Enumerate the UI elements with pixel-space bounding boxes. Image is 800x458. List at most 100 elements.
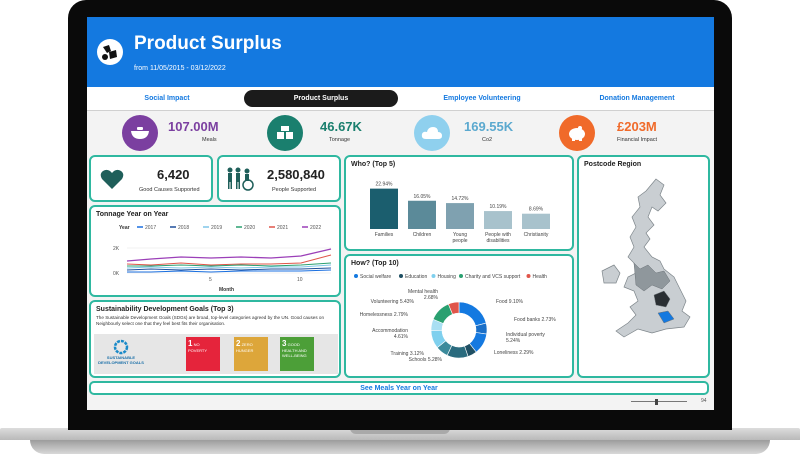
kpi-meals: 107.00M Meals (122, 113, 242, 153)
sdg-goal-1-num: 1 (188, 339, 193, 348)
tab-donation-management[interactable]: Donation Management (599, 95, 675, 102)
zoom-slider[interactable] (627, 399, 697, 405)
series-2022 (126, 248, 332, 262)
who-bar-value: 10.19% (490, 204, 508, 210)
who-bar[interactable] (408, 200, 436, 229)
how-legend-dot (526, 274, 531, 278)
kpi-co2-value: 169.55K (464, 119, 514, 134)
sdg-goal-3[interactable]: 3 GOOD HEALTH AND WELL-BEING (280, 337, 314, 371)
legend-label-2019[interactable]: 2019 (211, 225, 222, 231)
laptop-base-bottom (30, 440, 770, 454)
good-causes-label: Good Causes Supported (139, 187, 200, 193)
who-bar[interactable] (446, 203, 474, 229)
how-legend-label[interactable]: Charity and VCS support (465, 274, 521, 280)
who-bar-value: 14.72% (452, 196, 470, 202)
postcode-region-card: Postcode Region (577, 155, 710, 378)
date-range: from 11/05/2015 - 03/12/2022 (134, 65, 226, 72)
good-causes-card: 6,420 Good Causes Supported (89, 155, 213, 202)
sdg-goal-2[interactable]: 2 ZERO HUNGER (234, 337, 268, 371)
piggy-bank-icon (559, 115, 595, 151)
who-bar-category: Families (375, 232, 394, 238)
legend-label-2020[interactable]: 2020 (244, 225, 255, 231)
who-bar-category: People with disabilities (485, 232, 511, 244)
people-supported-label: People Supported (272, 187, 317, 193)
legend-label-2021[interactable]: 2021 (277, 225, 288, 231)
how-slice-label: Food 9.10% (496, 299, 524, 305)
legend-label-2017[interactable]: 2017 (145, 225, 156, 231)
kpi-financial-value: £203M (617, 119, 657, 134)
y-tick-0k: 0K (113, 271, 120, 277)
laptop-base-top (0, 428, 800, 440)
sdg-goal-1[interactable]: 1 NO POVERTY (186, 337, 220, 371)
how-slice-label: Loneliness 2.29% (494, 350, 534, 356)
how-legend-dot (431, 274, 436, 278)
cloud-icon (414, 115, 450, 151)
tab-product-surplus[interactable]: Product Surplus (244, 90, 398, 107)
legend-label-2022[interactable]: 2022 (310, 225, 321, 231)
kpi-tonnage-value: 46.67K (320, 119, 362, 134)
people-supported-card: 2,580,840 People Supported (217, 155, 341, 202)
how-slice-label: Accommodation 4.61% (372, 328, 408, 340)
good-causes-value: 6,420 (157, 167, 190, 182)
series-2020 (127, 262, 332, 267)
dashboard-screen: Product Surplus from 11/05/2015 - 03/12/… (87, 17, 714, 410)
sdg-banner: SUSTAINABLE DEVELOPMENT GOALS 1 NO POVER… (94, 334, 338, 374)
kpi-financial-impact: £203M Financial Impact (559, 113, 689, 153)
how-legend-label[interactable]: Housing (438, 274, 457, 280)
how-slice-label: Volunteering 5.43% (371, 299, 415, 305)
who-bar-value: 8.69% (529, 207, 544, 213)
postcode-title: Postcode Region (584, 161, 642, 168)
how-legend-label[interactable]: Health (533, 274, 548, 280)
tab-bar: Social Impact Product Surplus Employee V… (87, 87, 714, 111)
uk-map-icon[interactable] (594, 177, 699, 357)
x-axis-label: Month (219, 287, 234, 293)
zoom-track (631, 401, 687, 402)
legend-label-2018[interactable]: 2018 (178, 225, 189, 231)
sdg-goal-3-num: 3 (282, 339, 287, 348)
how-legend-label[interactable]: Education (405, 274, 427, 280)
sdg-title: Sustainability Development Goals (Top 3) (96, 306, 234, 313)
how-slice[interactable] (447, 301, 460, 315)
kpi-tonnage-label: Tonnage (329, 137, 351, 143)
how-chart-title: How? (Top 10) (351, 260, 399, 267)
how-legend-dot (354, 274, 358, 278)
bowl-icon (122, 115, 158, 151)
how-slice-label: Individual poverty 5.24% (506, 332, 545, 344)
kpi-co2-label: Co2 (482, 137, 493, 143)
zoom-level: 94 (701, 398, 707, 404)
tonnage-legend-title: Year (119, 225, 130, 231)
who-bar-value: 22.94% (376, 182, 394, 188)
how-slice-label: Food banks 2.73% (514, 317, 556, 323)
series-2017 (127, 269, 332, 273)
how-slice-label: Schools 5.28% (409, 357, 443, 363)
how-slice-label: Training 3.12% (391, 351, 425, 357)
tab-employee-volunteering[interactable]: Employee Volunteering (443, 95, 521, 102)
zoom-thumb[interactable] (655, 399, 658, 405)
see-meals-button[interactable]: See Meals Year on Year (89, 381, 709, 395)
kpi-meals-value: 107.00M (168, 119, 219, 134)
kpi-tonnage: 46.67K Tonnage (267, 113, 387, 153)
header-banner: Product Surplus from 11/05/2015 - 03/12/… (87, 17, 714, 87)
who-bar-category: Children (413, 232, 432, 238)
who-bar[interactable] (484, 211, 512, 229)
tonnage-chart: Year 2017 2018 2019 2020 2021 2022 2K 0K 5 10… (113, 225, 332, 293)
who-bar[interactable] (522, 213, 550, 229)
who-bar[interactable] (370, 188, 398, 229)
kpi-financial-label: Financial Impact (617, 137, 658, 143)
people-icon (227, 167, 254, 191)
how-slice-label: Mental health 2.68% (408, 289, 439, 301)
tab-social-impact[interactable]: Social Impact (144, 95, 190, 102)
who-chart-card: Who? (Top 5) 22.94% Families 16.05% Childre… (344, 155, 574, 251)
sdg-goal-2-label: ZERO HUNGER (236, 342, 254, 353)
tonnage-legend: 2017 2018 2019 2020 2021 2022 (137, 225, 321, 231)
kpi-meals-label: Meals (202, 137, 217, 143)
sdg-goal-3-label: GOOD HEALTH AND WELL-BEING (282, 342, 307, 358)
sdg-goal-1-label: NO POVERTY (188, 342, 208, 353)
heart-icon (100, 169, 124, 189)
who-bar-category: Young people (452, 232, 467, 244)
sdg-logo-icon (113, 339, 129, 355)
how-slice[interactable] (458, 301, 487, 327)
series-2018 (126, 267, 332, 271)
how-legend-label[interactable]: Social welfare (360, 274, 391, 280)
who-bar-category: Christianity (524, 232, 549, 238)
